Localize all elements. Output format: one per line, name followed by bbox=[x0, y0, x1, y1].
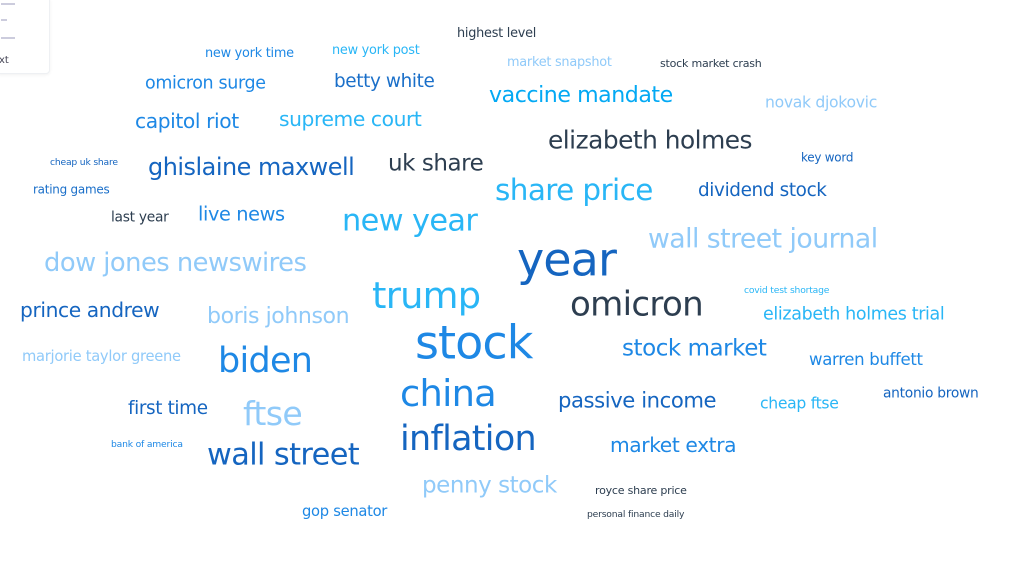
word-capitol-riot: capitol riot bbox=[135, 108, 239, 133]
word-stock-market: stock market bbox=[622, 335, 767, 362]
word-dow-jones-newswires: dow jones newswires bbox=[44, 247, 307, 278]
word-rating-games: rating games bbox=[33, 182, 110, 197]
word-betty-white: betty white bbox=[334, 70, 435, 92]
word-live-news: live news bbox=[198, 202, 285, 226]
word-novak-djokovic: novak djokovic bbox=[765, 92, 877, 112]
word-stock: stock bbox=[415, 315, 533, 370]
word-cheap-uk-share: cheap uk share bbox=[50, 156, 118, 168]
word-uk-share: uk share bbox=[388, 150, 484, 177]
word-share-price: share price bbox=[495, 172, 653, 207]
word-royce-share-price: royce share price bbox=[595, 483, 687, 497]
word-covid-test-shortage: covid test shortage bbox=[744, 284, 830, 296]
word-prince-andrew: prince andrew bbox=[20, 297, 160, 322]
word-antonio-brown: antonio brown bbox=[883, 385, 979, 402]
word-omicron: omicron bbox=[570, 284, 704, 325]
word-penny-stock: penny stock bbox=[422, 472, 557, 499]
word-last-year: last year bbox=[111, 209, 169, 226]
word-trump: trump bbox=[372, 273, 481, 317]
word-bank-of-america: bank of america bbox=[111, 438, 183, 450]
word-elizabeth-holmes: elizabeth holmes bbox=[548, 125, 752, 155]
word-year: year bbox=[517, 232, 617, 287]
word-gop-senator: gop senator bbox=[302, 502, 388, 520]
word-new-year: new year bbox=[342, 203, 478, 239]
word-supreme-court: supreme court bbox=[279, 106, 422, 131]
word-dividend-stock: dividend stock bbox=[698, 179, 827, 201]
word-biden: biden bbox=[218, 340, 313, 381]
word-passive-income: passive income bbox=[558, 387, 717, 413]
word-ftse: ftse bbox=[243, 393, 303, 433]
word-ghislaine-maxwell: ghislaine maxwell bbox=[148, 152, 355, 181]
word-wall-street: wall street bbox=[207, 437, 360, 473]
word-personal-finance-daily: personal finance daily bbox=[587, 508, 685, 520]
word-cheap-ftse: cheap ftse bbox=[760, 393, 839, 413]
side-panel-fragment: xt bbox=[0, 0, 50, 74]
word-stock-market-crash: stock market crash bbox=[660, 56, 762, 70]
word-new-york-post: new york post bbox=[332, 42, 420, 58]
word-warren-buffett: warren buffett bbox=[809, 349, 923, 369]
word-boris-johnson: boris johnson bbox=[207, 303, 350, 329]
word-market-snapshot: market snapshot bbox=[507, 54, 612, 70]
side-panel-label[interactable]: xt bbox=[0, 55, 9, 66]
word-china: china bbox=[400, 371, 497, 415]
word-wall-street-journal: wall street journal bbox=[648, 223, 878, 255]
word-new-york-time: new york time bbox=[205, 45, 294, 61]
word-marjorie-taylor-greene: marjorie taylor greene bbox=[22, 347, 181, 365]
word-market-extra: market extra bbox=[610, 432, 737, 457]
word-key-word: key word bbox=[801, 150, 854, 165]
word-vaccine-mandate: vaccine mandate bbox=[489, 82, 673, 108]
word-elizabeth-holmes-trial: elizabeth holmes trial bbox=[763, 304, 945, 325]
word-inflation: inflation bbox=[400, 418, 537, 459]
word-first-time: first time bbox=[128, 397, 208, 419]
word-highest-level: highest level bbox=[457, 25, 537, 41]
word-omicron-surge: omicron surge bbox=[145, 73, 266, 94]
